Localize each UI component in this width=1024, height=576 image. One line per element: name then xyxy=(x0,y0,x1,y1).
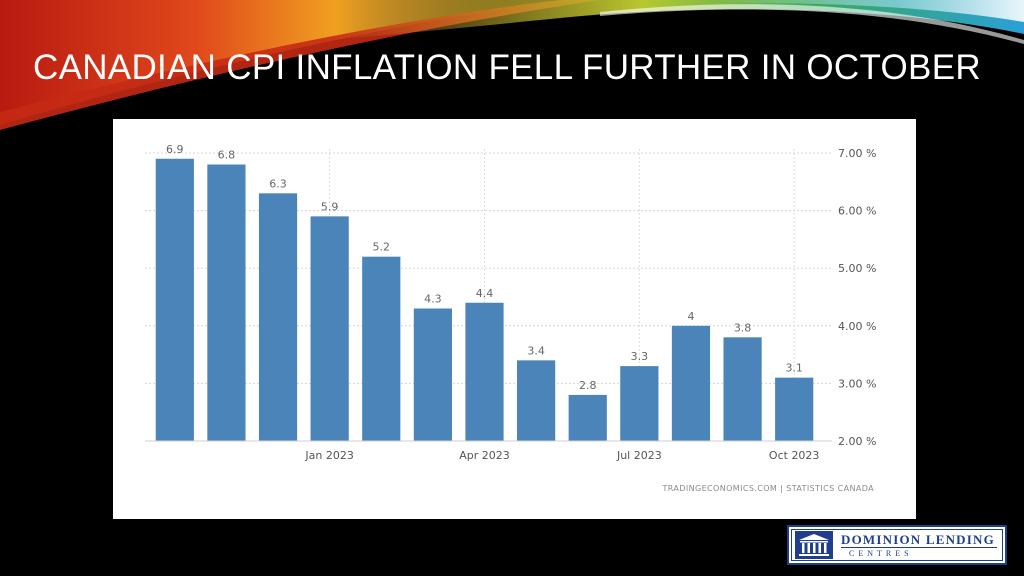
bar xyxy=(620,366,659,441)
logo-frame xyxy=(791,529,1003,561)
building-columns-icon xyxy=(795,531,833,559)
company-logo: Dominion Lending Centres xyxy=(787,525,1007,565)
y-tick-label: 4.00 % xyxy=(838,320,876,333)
data-label: 4.4 xyxy=(476,287,494,300)
data-label: 5.2 xyxy=(373,241,391,254)
data-label: 6.8 xyxy=(218,149,236,162)
y-tick-label: 3.00 % xyxy=(838,377,876,390)
data-label: 3.3 xyxy=(631,350,649,363)
decorative-swoosh xyxy=(0,0,1024,130)
bar xyxy=(155,158,194,441)
bar xyxy=(465,302,504,441)
bar xyxy=(723,337,762,441)
y-tick-label: 2.00 % xyxy=(838,435,876,448)
bar xyxy=(362,256,401,441)
bar xyxy=(413,308,452,441)
bar xyxy=(517,360,556,441)
data-label: 3.4 xyxy=(527,344,545,357)
bar xyxy=(207,164,246,441)
logo-subname: Centres xyxy=(849,549,913,558)
data-label: 6.3 xyxy=(269,177,287,190)
bar xyxy=(258,193,298,441)
bar xyxy=(775,377,814,441)
logo-divider xyxy=(841,547,997,548)
bar xyxy=(310,216,349,441)
data-label: 4 xyxy=(687,310,694,323)
x-tick-label: Jan 2023 xyxy=(304,449,353,462)
y-tick-label: 7.00 % xyxy=(838,147,876,160)
source-credit: TRADINGECONOMICS.COM | STATISTICS CANADA xyxy=(662,484,874,493)
data-label: 5.9 xyxy=(321,200,339,213)
cpi-bar-chart: 2.00 % 3.00 % 4.00 % 5.00 % 6.00 % 7.00 % Jan … xyxy=(145,143,876,462)
data-label: 4.3 xyxy=(424,293,442,306)
bar xyxy=(568,394,607,441)
data-label: 6.9 xyxy=(166,143,184,156)
x-tick-label: Jul 2023 xyxy=(616,449,662,462)
y-tick-label: 6.00 % xyxy=(838,205,876,218)
data-label: 2.8 xyxy=(579,379,597,392)
x-tick-label: Oct 2023 xyxy=(769,449,820,462)
data-label: 3.1 xyxy=(785,362,803,375)
data-label: 3.8 xyxy=(734,321,752,334)
x-tick-label: Apr 2023 xyxy=(459,449,510,462)
logo-name: Dominion Lending xyxy=(841,532,995,547)
bar xyxy=(671,325,711,441)
y-tick-label: 5.00 % xyxy=(838,262,876,275)
chart-panel: 2.00 % 3.00 % 4.00 % 5.00 % 6.00 % 7.00 % Jan … xyxy=(113,119,916,519)
slide-title: CANADIAN CPI INFLATION FELL FURTHER IN O… xyxy=(33,48,981,87)
